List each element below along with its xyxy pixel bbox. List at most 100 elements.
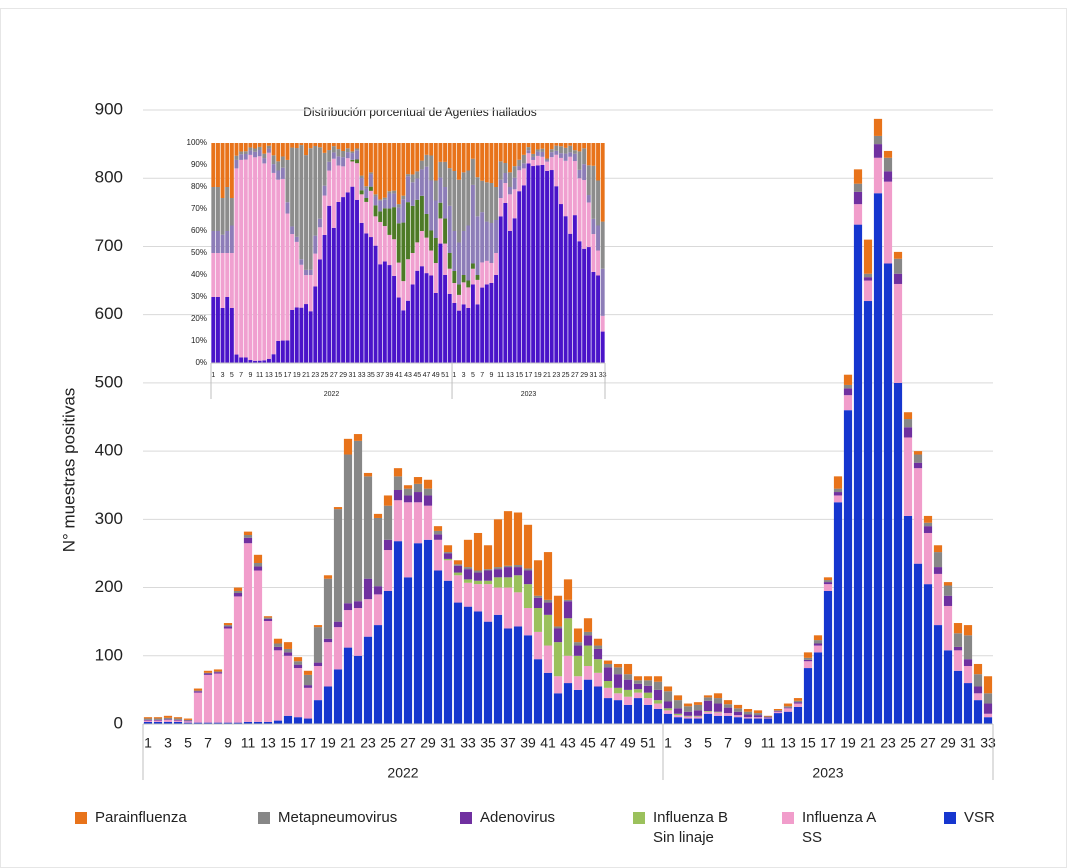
- bar-segment: [294, 143, 299, 149]
- bar-segment: [304, 155, 308, 270]
- bar-segment: [153, 717, 163, 719]
- bar-segment: [535, 143, 540, 150]
- bar-segment: [743, 717, 753, 719]
- bar-segment: [596, 180, 601, 226]
- bar-segment: [517, 143, 522, 160]
- bar-segment: [299, 307, 304, 363]
- bar-segment: [663, 713, 673, 724]
- bar-segment: [419, 160, 424, 170]
- bar-segment: [225, 231, 230, 253]
- bar-segment: [424, 143, 429, 155]
- x-tick-label: 7: [724, 735, 732, 751]
- bar-segment: [350, 161, 355, 187]
- bar-segment: [294, 148, 299, 237]
- bar-segment: [673, 713, 683, 716]
- x-tick-label: 5: [471, 372, 475, 379]
- bar-segment: [293, 664, 303, 669]
- bar-segment: [489, 223, 494, 263]
- bar-segment: [359, 194, 364, 223]
- bar-segment: [563, 655, 573, 684]
- bar-segment: [447, 293, 452, 363]
- bar-segment: [623, 689, 633, 697]
- bar-segment: [503, 183, 508, 203]
- bar-segment: [452, 283, 457, 303]
- bar-segment: [457, 310, 461, 363]
- bar-segment: [406, 174, 410, 177]
- bar-segment: [313, 666, 323, 701]
- x-group-label: 2023: [521, 391, 537, 398]
- bar-segment: [484, 143, 489, 183]
- bar-segment: [813, 652, 823, 724]
- bar-segment: [568, 233, 573, 363]
- bar-segment: [600, 331, 605, 363]
- legend-swatch: [782, 812, 794, 824]
- bar-segment: [554, 186, 559, 363]
- bar-segment: [343, 438, 353, 455]
- bar-segment: [475, 143, 480, 178]
- bar-segment: [983, 676, 993, 694]
- bar-segment: [558, 153, 563, 158]
- bar-segment: [683, 718, 693, 724]
- x-tick-label: 11: [241, 735, 256, 751]
- bar-segment: [396, 204, 401, 208]
- bar-segment: [283, 642, 293, 649]
- bar-segment: [903, 437, 913, 516]
- x-tick-label: 15: [280, 735, 296, 751]
- bar-segment: [498, 143, 503, 162]
- bar-segment: [243, 543, 253, 722]
- bar-segment: [643, 704, 653, 724]
- bar-segment: [903, 412, 913, 420]
- bar-segment: [953, 623, 963, 634]
- bar-segment: [211, 231, 216, 253]
- bar-segment: [253, 562, 263, 567]
- x-tick-label: 31: [960, 735, 976, 751]
- x-tick-label: 5: [704, 735, 712, 751]
- bar-segment: [586, 143, 591, 166]
- bar-segment: [521, 163, 526, 169]
- bar-segment: [313, 627, 323, 663]
- bar-segment: [783, 711, 793, 724]
- bar-segment: [323, 686, 333, 724]
- bar-segment: [392, 193, 397, 208]
- bar-segment: [603, 660, 613, 664]
- bar-segment: [257, 360, 262, 363]
- bar-segment: [322, 195, 327, 235]
- legend-swatch: [633, 812, 645, 824]
- bar-segment: [322, 143, 327, 153]
- bar-segment: [783, 706, 793, 708]
- bar-segment: [503, 143, 508, 163]
- legend-label: Metapneumovirus: [278, 809, 398, 826]
- bar-segment: [355, 163, 359, 200]
- bar-segment: [713, 712, 723, 716]
- x-tick-label: 9: [744, 735, 752, 751]
- bar-segment: [600, 221, 605, 269]
- bar-segment: [313, 145, 318, 236]
- x-tick-label: 9: [248, 372, 252, 379]
- bar-segment: [355, 143, 359, 149]
- bar-segment: [443, 553, 453, 559]
- bar-segment: [543, 672, 553, 724]
- bar-segment: [424, 273, 429, 363]
- bar-segment: [470, 284, 475, 363]
- bar-segment: [283, 715, 293, 724]
- x-tick-label: 27: [330, 372, 338, 379]
- bar-segment: [483, 545, 493, 570]
- bar-segment: [823, 590, 833, 724]
- legend-item: Influenza A SS: [782, 808, 882, 848]
- bar-segment: [549, 143, 554, 150]
- bar-segment: [823, 577, 833, 581]
- bar-segment: [424, 237, 429, 274]
- bar-segment: [303, 685, 313, 688]
- bar-segment: [545, 158, 550, 161]
- bar-segment: [327, 170, 332, 206]
- bar-segment: [535, 155, 540, 166]
- y-tick-label: 700: [95, 236, 123, 255]
- bar-segment: [313, 253, 318, 287]
- bar-segment: [243, 537, 253, 544]
- bar-segment: [410, 253, 415, 285]
- bar-segment: [248, 147, 253, 151]
- bar-segment: [387, 191, 392, 194]
- bar-segment: [345, 143, 350, 149]
- bar-segment: [327, 205, 332, 363]
- bar-segment: [540, 143, 545, 149]
